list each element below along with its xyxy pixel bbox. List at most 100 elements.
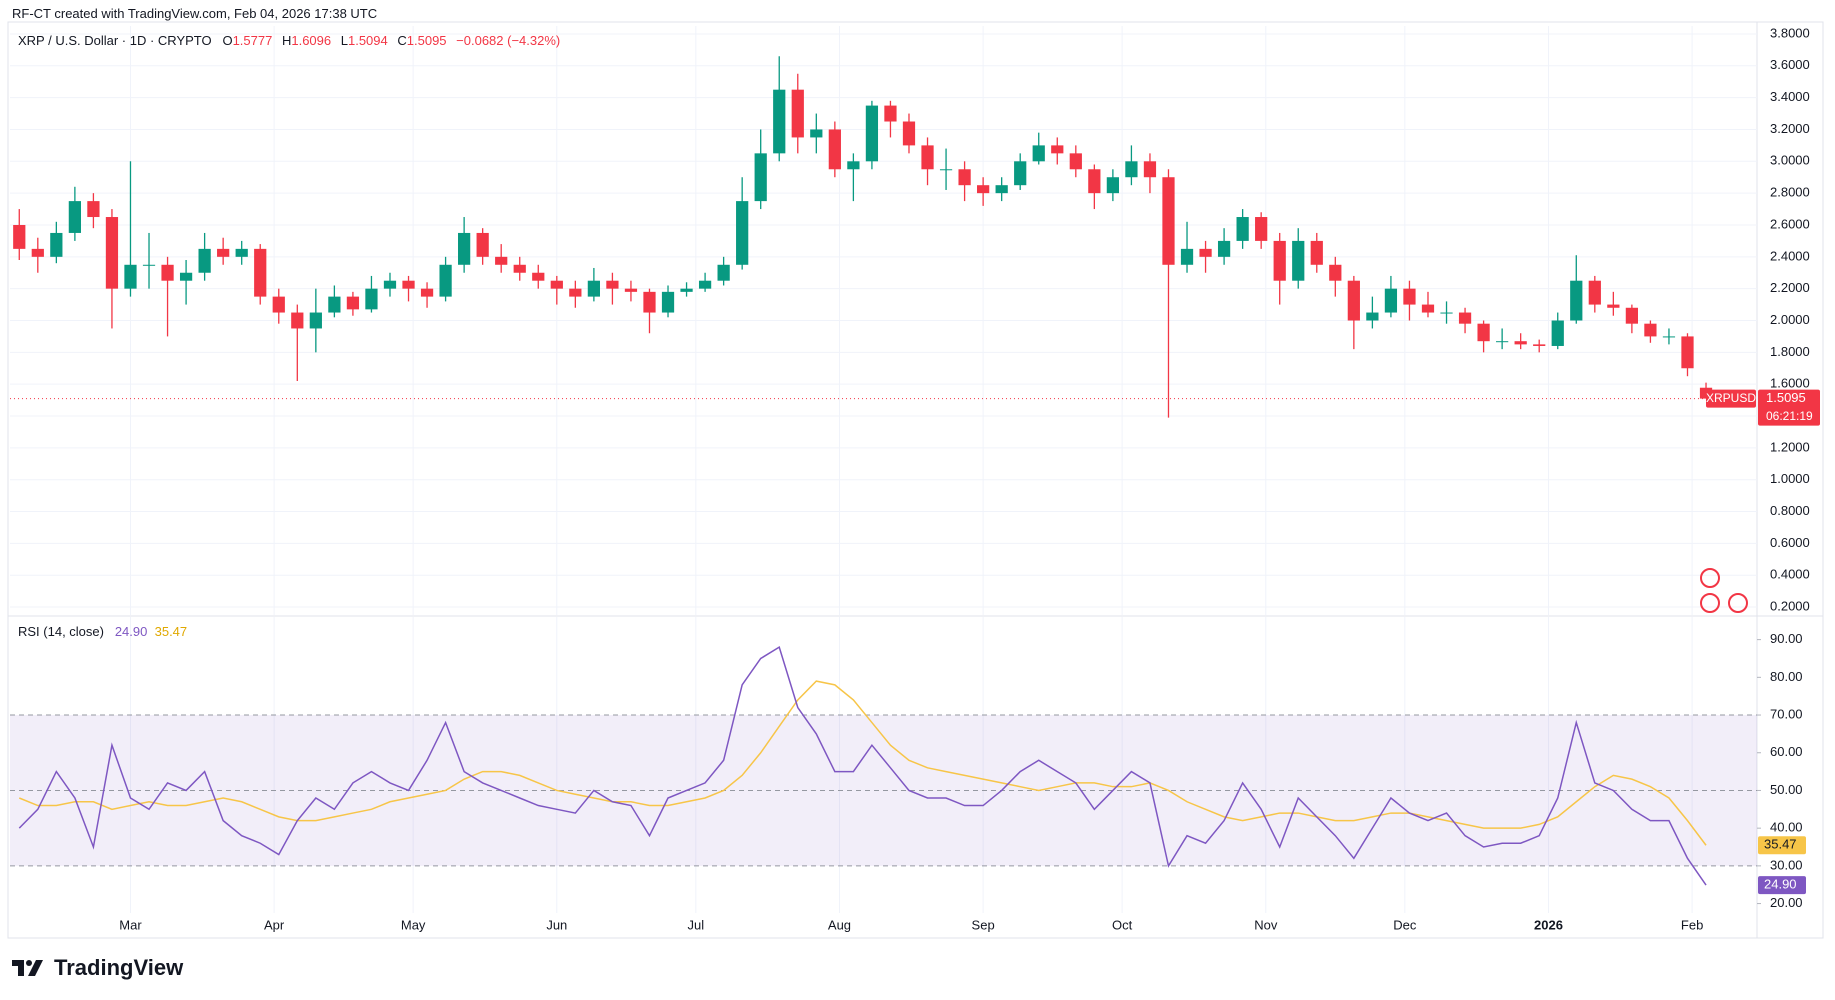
candle-body (717, 264, 730, 281)
candle-body (105, 217, 119, 289)
legend: XRP / U.S. Dollar · 1D · CRYPTO O1.5777 … (18, 33, 566, 48)
candle-body (995, 185, 1008, 194)
candle-body (977, 185, 990, 194)
candle-body (1273, 240, 1286, 281)
candle-body (1644, 323, 1657, 337)
y-tick-label: 0.4000 (1770, 567, 1810, 582)
y-tick-label: 3.2000 (1770, 121, 1810, 136)
y-tick-label: 1.6000 (1770, 376, 1810, 391)
candle-body (1292, 240, 1305, 281)
candle-body (346, 296, 360, 310)
candle-body (1533, 344, 1546, 346)
candle-body (1236, 217, 1249, 241)
y-tick-label: 2.4000 (1770, 248, 1810, 263)
y-tick-label: 0.2000 (1770, 598, 1810, 613)
price-tag-countdown: 06:21:19 (1766, 409, 1813, 423)
candle-body (698, 280, 712, 289)
y-tick-label: 0.6000 (1770, 535, 1810, 550)
rsi-tag-label: 24.90 (1764, 877, 1797, 892)
y-tick-label: 60.00 (1770, 744, 1803, 759)
candle-body (439, 264, 452, 297)
candle-body (1143, 161, 1157, 178)
candle-body (680, 288, 693, 292)
candle-body (1162, 177, 1175, 265)
candle-body (365, 288, 378, 310)
rsi-title[interactable]: RSI (14, close) (18, 624, 104, 639)
candle-body (1384, 288, 1398, 313)
y-tick-label: 90.00 (1770, 631, 1803, 646)
x-tick-label: Oct (1112, 917, 1133, 932)
candle-body (1125, 161, 1138, 178)
x-tick-label: Apr (264, 917, 285, 932)
x-tick-label: Nov (1254, 917, 1278, 932)
logo-icon (12, 960, 43, 976)
candle-body (87, 201, 100, 218)
frame (7, 21, 1824, 939)
x-tick-label: May (401, 917, 426, 932)
candle-body (1310, 240, 1323, 265)
candle-body (142, 264, 156, 266)
ohlc-value: 1.6096 (291, 33, 332, 48)
candle-body (1106, 177, 1119, 194)
ohlc-value: 1.5777 (232, 33, 273, 48)
header: RF-CT created with TradingView.com, Feb … (12, 6, 378, 21)
rsi-tag (1758, 836, 1806, 855)
change: −0.0682 (−4.32%) (456, 33, 561, 48)
symbol-title[interactable]: XRP / U.S. Dollar · 1D · CRYPTO (18, 33, 212, 48)
candle-body (902, 121, 916, 146)
y-tick-label: 80.00 (1770, 669, 1803, 684)
candle-body (328, 296, 341, 313)
icon (1700, 593, 1720, 613)
price-tag-value: 1.5095 (1766, 390, 1806, 405)
y-tick-label: 3.6000 (1770, 57, 1810, 72)
rsi-tag (1758, 876, 1806, 895)
x-tick-label: Feb (1681, 917, 1703, 932)
candle-body (50, 232, 63, 257)
candle-body (1366, 312, 1379, 321)
candle-body (828, 129, 841, 170)
rsi-line (18, 680, 1707, 846)
y-tick-label: 20.00 (1770, 895, 1803, 910)
candle-body (402, 280, 415, 289)
candle-body (1217, 240, 1231, 257)
ohlc-value: 1.5094 (347, 33, 388, 48)
candle-body (198, 248, 211, 273)
x-tick-label: Jun (546, 917, 567, 932)
candle-body (1051, 145, 1064, 154)
symbol-tag-label: XRPUSD (1706, 391, 1756, 405)
candle-body (736, 201, 749, 265)
y-tick-label: 0.8000 (1770, 503, 1810, 518)
candle-body (1625, 307, 1639, 324)
candle-body (921, 145, 934, 170)
rsi-value: 24.90 (114, 624, 148, 639)
candle-body (124, 264, 137, 289)
y-tick-label: 2.6000 (1770, 216, 1810, 231)
x-tick-label: 2026 (1534, 917, 1563, 932)
candle-body (1496, 341, 1509, 343)
symbol-tag (1706, 389, 1756, 408)
candle-body (532, 272, 545, 281)
x-tick-label: Sep (972, 917, 995, 932)
candle-body (1180, 248, 1194, 265)
y-tick-label: 30.00 (1770, 857, 1803, 872)
candle-body (217, 248, 230, 257)
ohlc-value: 1.5095 (406, 33, 447, 48)
icon (1700, 568, 1720, 588)
candle-body (1607, 304, 1620, 308)
candle-body (1032, 145, 1045, 162)
rsi-legend: RSI (14, close) 24.90 35.47 (18, 624, 187, 639)
candle-body (458, 232, 471, 265)
rsi-line (18, 646, 1707, 886)
candle-body (847, 161, 860, 170)
candle-body (1069, 153, 1082, 170)
candle-body (1199, 248, 1212, 257)
candle-body (1570, 280, 1583, 321)
x-tick-label: Jul (688, 917, 705, 932)
candle-body (1681, 336, 1694, 369)
candle-body (13, 224, 26, 249)
y-tick-label: 40.00 (1770, 820, 1803, 835)
candle-body (272, 296, 285, 313)
candle-body (606, 280, 619, 289)
y-tick-label: 50.00 (1770, 782, 1803, 797)
